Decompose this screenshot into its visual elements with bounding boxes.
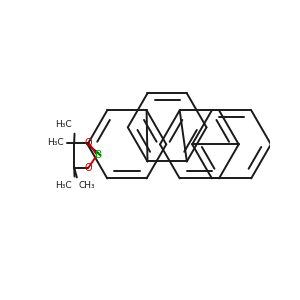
Text: H₃C: H₃C	[55, 120, 71, 129]
Text: B: B	[95, 150, 102, 160]
Text: CH₃: CH₃	[79, 181, 95, 190]
Text: H₃C: H₃C	[55, 181, 71, 190]
Text: H₃C: H₃C	[47, 138, 63, 147]
Text: O: O	[85, 163, 92, 172]
Text: O: O	[85, 138, 92, 148]
